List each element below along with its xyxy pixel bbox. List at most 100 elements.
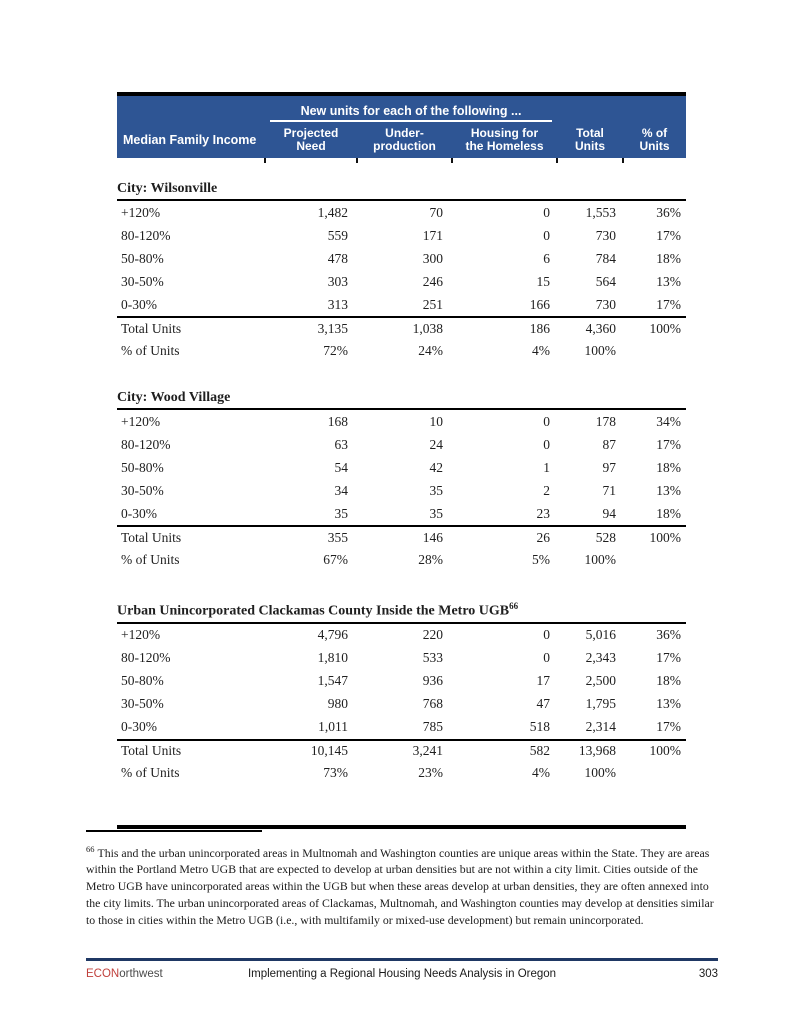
row-label: 0-30% [121, 719, 157, 735]
cell-value: 166 [529, 296, 550, 312]
cell-value: 87 [602, 436, 617, 452]
row-label: 30-50% [121, 696, 164, 712]
cell-value: 4% [532, 765, 550, 781]
cell-value: 0 [543, 204, 550, 220]
table-row: 30-50% 980 768 47 1,795 13% [117, 693, 686, 716]
table-row: 50-80% 54 42 1 97 18% [117, 456, 686, 479]
cell-value: 300 [422, 250, 443, 266]
cell-value: 1,011 [318, 719, 348, 735]
row-label: Total Units [121, 320, 182, 336]
table-row: 80-120% 559 171 0 730 17% [117, 224, 686, 247]
cell-value: 17% [656, 227, 681, 243]
table-row: % of Units 72% 24% 4% 100% [117, 339, 686, 362]
footnote-ref: 66 [509, 601, 519, 611]
footnote-text: 66 This and the urban unincorporated area… [86, 841, 718, 930]
section-title: Urban Unincorporated Clackamas County In… [117, 599, 686, 624]
footer-rule [86, 958, 718, 961]
cell-value: 18% [656, 459, 681, 475]
cell-value: 518 [529, 719, 550, 735]
row-label: Total Units [121, 743, 182, 759]
section-title: City: Wilsonville [117, 181, 686, 201]
row-label: Total Units [121, 529, 182, 545]
cell-value: 564 [595, 273, 616, 289]
header-span-label: New units for each of the following ... [265, 96, 557, 122]
row-label: 50-80% [121, 673, 164, 689]
header-col-projected-need: Projected Need [283, 125, 339, 153]
table-header: New units for each of the following ... … [117, 92, 686, 158]
cell-value: 730 [595, 227, 616, 243]
cell-value: 94 [602, 505, 617, 521]
row-label: 0-30% [121, 296, 157, 312]
cell-value: 1 [543, 459, 550, 475]
cell-value: 24% [418, 342, 443, 358]
cell-value: 13,968 [578, 743, 616, 759]
cell-value: 0 [543, 436, 550, 452]
cell-value: 15 [536, 273, 551, 289]
footer-row: ECONorthwest Implementing a Regional Hou… [86, 968, 718, 980]
row-label: +120% [121, 413, 161, 429]
cell-value: 355 [327, 529, 348, 545]
cell-value: 13% [656, 482, 681, 498]
cell-value: 100% [584, 342, 617, 358]
cell-value: 18% [656, 673, 681, 689]
cell-value: 63 [334, 436, 349, 452]
cell-value: 10 [429, 413, 444, 429]
table-section: City: Wood Village +120% 168 10 0 178 34% 80-12… [117, 390, 686, 571]
cell-value: 100% [584, 765, 617, 781]
header-col-pct-units: % of Units [639, 125, 670, 153]
header-col-underproduction: Under- production [373, 125, 436, 153]
column-tick [556, 158, 558, 163]
column-tick [622, 158, 624, 163]
cell-value: 146 [422, 529, 443, 545]
cell-value: 936 [422, 673, 443, 689]
cell-value: 730 [595, 296, 616, 312]
cell-value: 35 [429, 482, 444, 498]
cell-value: 34% [656, 413, 681, 429]
row-label: 80-120% [121, 227, 171, 243]
table-row: Total Units 355 146 26 528 100% [117, 525, 686, 548]
cell-value: 533 [422, 650, 443, 666]
cell-value: 24 [429, 436, 444, 452]
row-label: 0-30% [121, 505, 157, 521]
cell-value: 100% [584, 551, 617, 567]
table-row: 0-30% 35 35 23 94 18% [117, 502, 686, 525]
footnote-marker: 66 [86, 843, 95, 854]
row-label: 30-50% [121, 482, 164, 498]
cell-value: 17% [656, 296, 681, 312]
cell-value: 71 [602, 482, 617, 498]
table-row: +120% 168 10 0 178 34% [117, 410, 686, 433]
cell-value: 97 [602, 459, 617, 475]
table-section: Urban Unincorporated Clackamas County In… [117, 599, 686, 785]
brand-econ: ECON [86, 967, 120, 980]
cell-value: 0 [543, 227, 550, 243]
footnote-separator [86, 830, 262, 832]
cell-value: 42 [429, 459, 444, 475]
footnote-block: 66 This and the urban unincorporated area… [86, 830, 718, 929]
cell-value: 1,795 [585, 696, 616, 712]
cell-value: 54 [334, 459, 349, 475]
cell-value: 23% [418, 765, 443, 781]
table-row: 30-50% 303 246 15 564 13% [117, 270, 686, 293]
cell-value: 70 [429, 204, 444, 220]
cell-value: 186 [529, 320, 550, 336]
footnote-body: This and the urban unincorporated areas … [86, 845, 714, 928]
cell-value: 559 [327, 227, 348, 243]
table-row: % of Units 67% 28% 5% 100% [117, 548, 686, 571]
section-title: City: Wood Village [117, 390, 686, 410]
brand-northwest: orthwest [119, 967, 163, 980]
cell-value: 13% [656, 273, 681, 289]
cell-value: 2,500 [585, 673, 616, 689]
cell-value: 13% [656, 696, 681, 712]
cell-value: 35 [429, 505, 444, 521]
cell-value: 785 [422, 719, 443, 735]
cell-value: 28% [418, 551, 443, 567]
row-label: 30-50% [121, 273, 164, 289]
cell-value: 0 [543, 627, 550, 643]
cell-value: 34 [334, 482, 349, 498]
cell-value: 18% [656, 250, 681, 266]
table-section: City: Wilsonville +120% 1,482 70 0 1,553 36% 80… [117, 181, 686, 362]
cell-value: 100% [649, 529, 682, 545]
table-row: Total Units 3,135 1,038 186 4,360 100% [117, 316, 686, 339]
table-row: 80-120% 63 24 0 87 17% [117, 433, 686, 456]
